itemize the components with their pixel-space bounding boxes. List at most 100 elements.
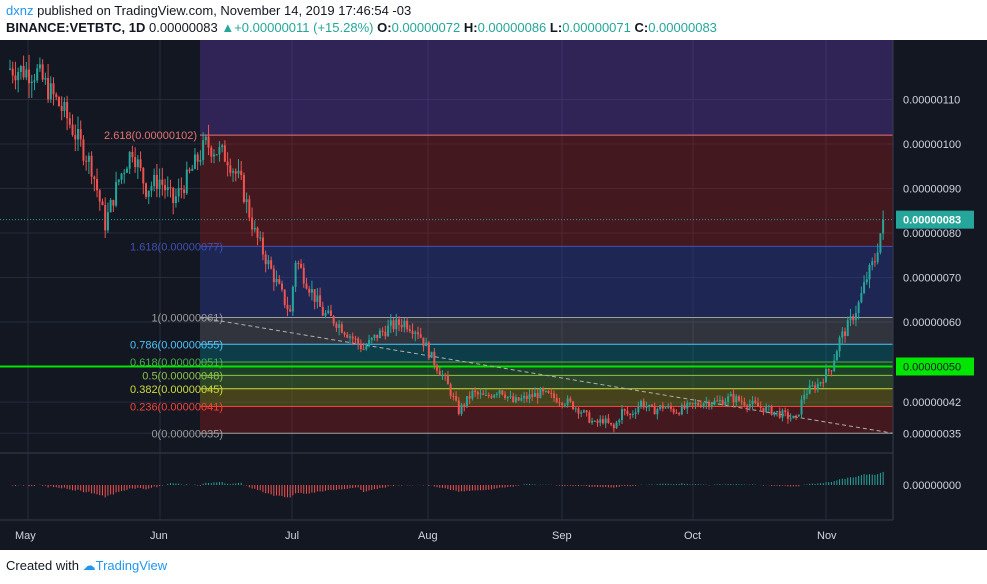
candle-body-38 (112, 199, 115, 206)
price-chart[interactable]: 2.618(0.00000102) 1.618(0.00000077) 1(0.00… (0, 40, 987, 550)
tradingview-logo-icon: ☁ (82, 558, 96, 573)
candle-body-246 (678, 413, 681, 415)
candle-body-2 (14, 75, 17, 81)
candle-body-156 (433, 351, 436, 366)
candle-body-52 (150, 186, 153, 191)
candle-body-223 (615, 422, 618, 429)
candle-body-74 (210, 147, 213, 157)
candle-body-27 (82, 139, 85, 161)
candle-body-230 (634, 412, 637, 414)
candle-body-66 (188, 169, 191, 171)
candle-body-236 (650, 404, 653, 407)
candle-body-186 (514, 397, 517, 403)
candle-body-252 (694, 403, 697, 405)
price-badge-label: 0.00000083 (903, 215, 961, 227)
candle-body-135 (376, 334, 379, 339)
candle-body-20 (63, 102, 66, 111)
candle-body-250 (689, 402, 691, 404)
candle-body-207 (572, 401, 575, 410)
candle-body-215 (593, 420, 596, 422)
candle-body-57 (164, 184, 167, 191)
candle-body-308 (846, 320, 849, 336)
candle-body-229 (631, 413, 634, 415)
candle-body-138 (384, 331, 387, 337)
candle-body-51 (147, 190, 150, 197)
candle-body-90 (253, 227, 256, 230)
candle-body-97 (272, 268, 275, 283)
candle-body-288 (792, 415, 795, 419)
candle-body-279 (767, 405, 770, 407)
price-change: +0.00000011 (+15.28%) (234, 20, 374, 35)
candle-body-174 (482, 393, 485, 395)
candle-body-123 (343, 332, 346, 335)
candle-body-159 (441, 374, 444, 376)
candle-body-9 (33, 80, 36, 82)
fib-label-1: 1(0.00000061) (151, 313, 223, 325)
candle-body-190 (525, 395, 528, 400)
fib-zone-8 (200, 406, 893, 434)
candle-body-239 (659, 405, 662, 410)
candle-body-81 (229, 165, 232, 173)
x-tick-label-nov: Nov (817, 530, 837, 542)
candle-body-46 (134, 157, 137, 168)
candle-body-22 (68, 118, 71, 125)
x-tick-label-oct: Oct (684, 530, 701, 542)
candle-body-102 (286, 304, 289, 310)
candle-body-133 (370, 337, 373, 340)
candle-body-220 (607, 418, 610, 423)
y-tick-label-5: 0.00000060 (903, 317, 961, 329)
candle-body-295 (811, 385, 814, 387)
symbol-legend: BINANCE:VETBTC, 1D 0.00000083 ▲+0.000000… (6, 20, 717, 35)
candle-body-275 (757, 402, 759, 407)
candle-body-287 (789, 418, 792, 420)
author-link[interactable]: dxnz (6, 3, 34, 18)
candle-body-39 (115, 181, 118, 206)
fib-zone-6 (200, 375, 893, 389)
candle-body-80 (226, 161, 229, 166)
candle-body-298 (819, 382, 822, 384)
candle-body-318 (873, 261, 876, 263)
candle-body-125 (349, 336, 351, 338)
candle-body-305 (838, 337, 841, 352)
candle-body-294 (808, 385, 811, 394)
candle-body-302 (830, 370, 833, 372)
fib-label-4: 0.5(0.00000048) (142, 370, 223, 382)
candle-body-6 (25, 69, 28, 78)
candle-body-121 (338, 324, 341, 328)
candle-body-265 (729, 394, 732, 397)
candle-body-180 (498, 390, 501, 394)
x-tick-label-may: May (15, 530, 36, 542)
x-tick-label-aug: Aug (418, 530, 438, 542)
candle-body-256 (705, 401, 708, 404)
candle-body-157 (436, 365, 439, 371)
candle-body-33 (98, 190, 101, 202)
candle-body-163 (452, 395, 455, 397)
candle-body-60 (172, 187, 175, 204)
candle-body-89 (251, 217, 254, 230)
candle-body-292 (803, 394, 806, 400)
candle-body-143 (397, 319, 400, 325)
candle-body-316 (868, 265, 871, 280)
axes: 0.00000110 0.00000100 0.00000090 0.00000080… (0, 40, 974, 542)
candle-body-25 (77, 129, 79, 140)
candle-body-245 (675, 412, 678, 414)
candle-body-255 (702, 403, 705, 407)
candle-body-114 (319, 295, 322, 307)
tradingview-link[interactable]: TradingView (95, 558, 168, 573)
fib-zone-4 (200, 344, 893, 363)
candle-body-198 (547, 390, 550, 393)
candle-body-297 (816, 383, 819, 390)
candle-body-87 (245, 199, 248, 203)
fib-label-top: 2.618(0.00000102) (104, 130, 197, 142)
candle-body-105 (294, 262, 297, 287)
candle-body-113 (316, 295, 319, 302)
candle-body-212 (585, 410, 588, 413)
candle-body-219 (604, 418, 607, 424)
candle-body-277 (762, 407, 765, 413)
candle-body-191 (528, 394, 531, 400)
candle-body-204 (563, 404, 566, 406)
candle-body-192 (531, 394, 534, 397)
candle-body-70 (199, 159, 202, 162)
candle-body-131 (365, 346, 368, 350)
candle-body-43 (125, 168, 128, 173)
